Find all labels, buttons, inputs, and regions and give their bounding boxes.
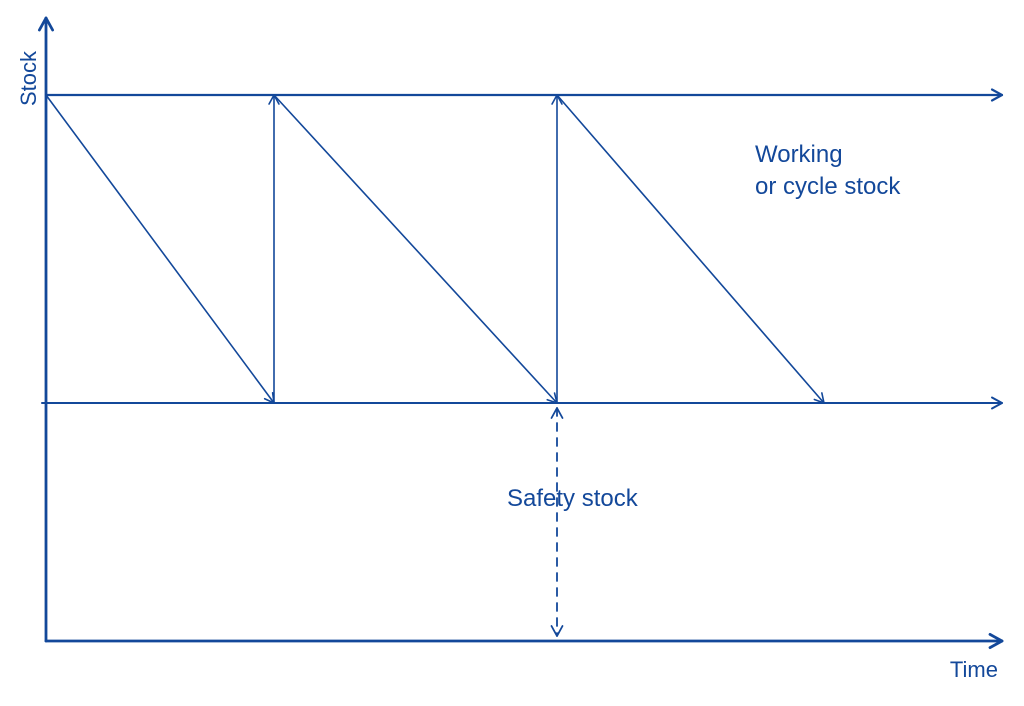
y-axis-label: Stock	[16, 50, 41, 106]
working-stock-label-line2: or cycle stock	[755, 173, 901, 200]
stock-cycle-diagram: Stock Time Working or cycle stock Safety sto…	[0, 0, 1024, 706]
safety-stock-label: Safety stock	[507, 485, 639, 512]
working-stock-label-line1: Working	[755, 141, 843, 168]
x-axis-label: Time	[950, 657, 998, 682]
